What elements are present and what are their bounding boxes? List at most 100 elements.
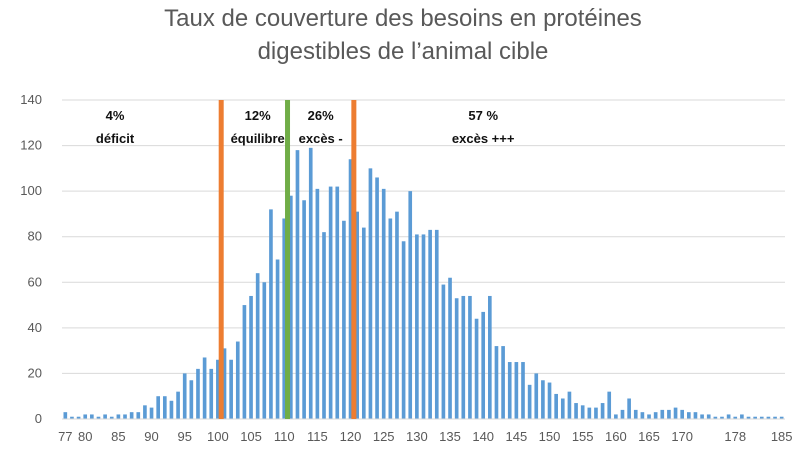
bar	[123, 414, 127, 419]
bar	[494, 346, 499, 419]
bar	[408, 191, 413, 419]
bar	[633, 409, 638, 419]
chart-title-line2: digestibles de l’animal cible	[257, 38, 549, 65]
y-tick-label: 140	[20, 92, 42, 107]
bar	[600, 403, 605, 419]
bar	[580, 405, 585, 419]
bar	[289, 195, 293, 419]
bar	[521, 362, 525, 419]
bar	[249, 295, 253, 419]
bar	[759, 416, 764, 419]
bar	[567, 391, 572, 419]
annotation-percent: 12%	[245, 108, 271, 123]
bar	[753, 416, 757, 419]
bar	[667, 409, 671, 419]
bar	[474, 318, 479, 419]
bar	[295, 150, 300, 419]
x-tick-label: 130	[406, 429, 428, 444]
bar	[143, 405, 147, 419]
bar	[375, 177, 379, 419]
bar	[156, 396, 161, 419]
bar	[149, 407, 154, 419]
x-tick-label: 125	[373, 429, 395, 444]
x-tick-label: 85	[111, 429, 125, 444]
x-tick-label: 170	[671, 429, 693, 444]
bar	[90, 414, 94, 419]
bar	[415, 234, 419, 419]
bar	[176, 391, 180, 419]
bar	[342, 220, 346, 419]
x-tick-label: 80	[78, 429, 92, 444]
bar	[355, 211, 359, 419]
x-tick-label: 110	[274, 429, 295, 444]
x-tick-label: 178	[724, 429, 746, 444]
y-tick-label: 40	[28, 320, 42, 335]
bar	[229, 359, 233, 419]
bar	[587, 407, 592, 419]
bar	[461, 295, 466, 419]
bar	[63, 412, 68, 419]
bar	[368, 168, 373, 419]
bar	[746, 416, 751, 419]
bar	[507, 362, 512, 419]
x-tick-label: 185	[771, 429, 793, 444]
bar	[607, 391, 612, 419]
bar	[481, 311, 486, 419]
chart-title: Taux de couverture des besoins en protéi…	[0, 2, 806, 68]
x-tick-label: 150	[539, 429, 561, 444]
y-tick-label: 20	[28, 365, 42, 380]
bar	[70, 416, 74, 419]
bar	[428, 229, 432, 419]
annotation-label: équilibre	[231, 131, 285, 146]
y-tick-label: 100	[20, 183, 42, 198]
y-tick-label: 120	[20, 138, 42, 153]
bar	[136, 412, 141, 419]
bar	[660, 409, 665, 419]
x-tick-label: 135	[439, 429, 461, 444]
bar	[441, 284, 446, 419]
bar	[620, 409, 625, 419]
annotation-percent: 4%	[106, 108, 125, 123]
bar	[308, 147, 313, 419]
bar	[381, 188, 386, 419]
annotation-label: déficit	[96, 131, 135, 146]
bar	[169, 400, 174, 419]
bar	[275, 259, 280, 419]
bar	[262, 282, 267, 419]
bar	[468, 295, 472, 419]
bar	[242, 305, 247, 419]
x-tick-label: 140	[472, 429, 494, 444]
x-tick-label: 90	[144, 429, 158, 444]
bar	[322, 232, 326, 419]
bar	[726, 414, 731, 419]
bar	[501, 346, 505, 419]
bar	[720, 416, 724, 419]
x-tick-label: 145	[506, 429, 528, 444]
bar	[448, 277, 452, 419]
bar	[116, 414, 121, 419]
bar	[686, 412, 691, 419]
bar	[488, 295, 492, 419]
y-tick-label: 60	[28, 274, 42, 289]
bar	[647, 414, 651, 419]
bar	[209, 368, 214, 419]
bar	[109, 416, 114, 419]
bar	[766, 416, 771, 419]
bar	[693, 412, 698, 419]
annotation-percent: 26%	[308, 108, 334, 123]
bar	[779, 416, 784, 419]
bar	[740, 414, 744, 419]
bar	[315, 188, 320, 419]
bar	[733, 416, 738, 419]
bar	[640, 412, 645, 419]
bar	[514, 362, 519, 419]
bar	[614, 414, 618, 419]
chart-title-line1: Taux de couverture des besoins en protéi…	[164, 5, 642, 32]
bar	[454, 298, 459, 419]
bar	[196, 368, 200, 419]
x-tick-label: 100	[207, 429, 229, 444]
bar	[680, 409, 685, 419]
bar	[421, 234, 426, 419]
x-tick-label: 115	[307, 429, 328, 444]
